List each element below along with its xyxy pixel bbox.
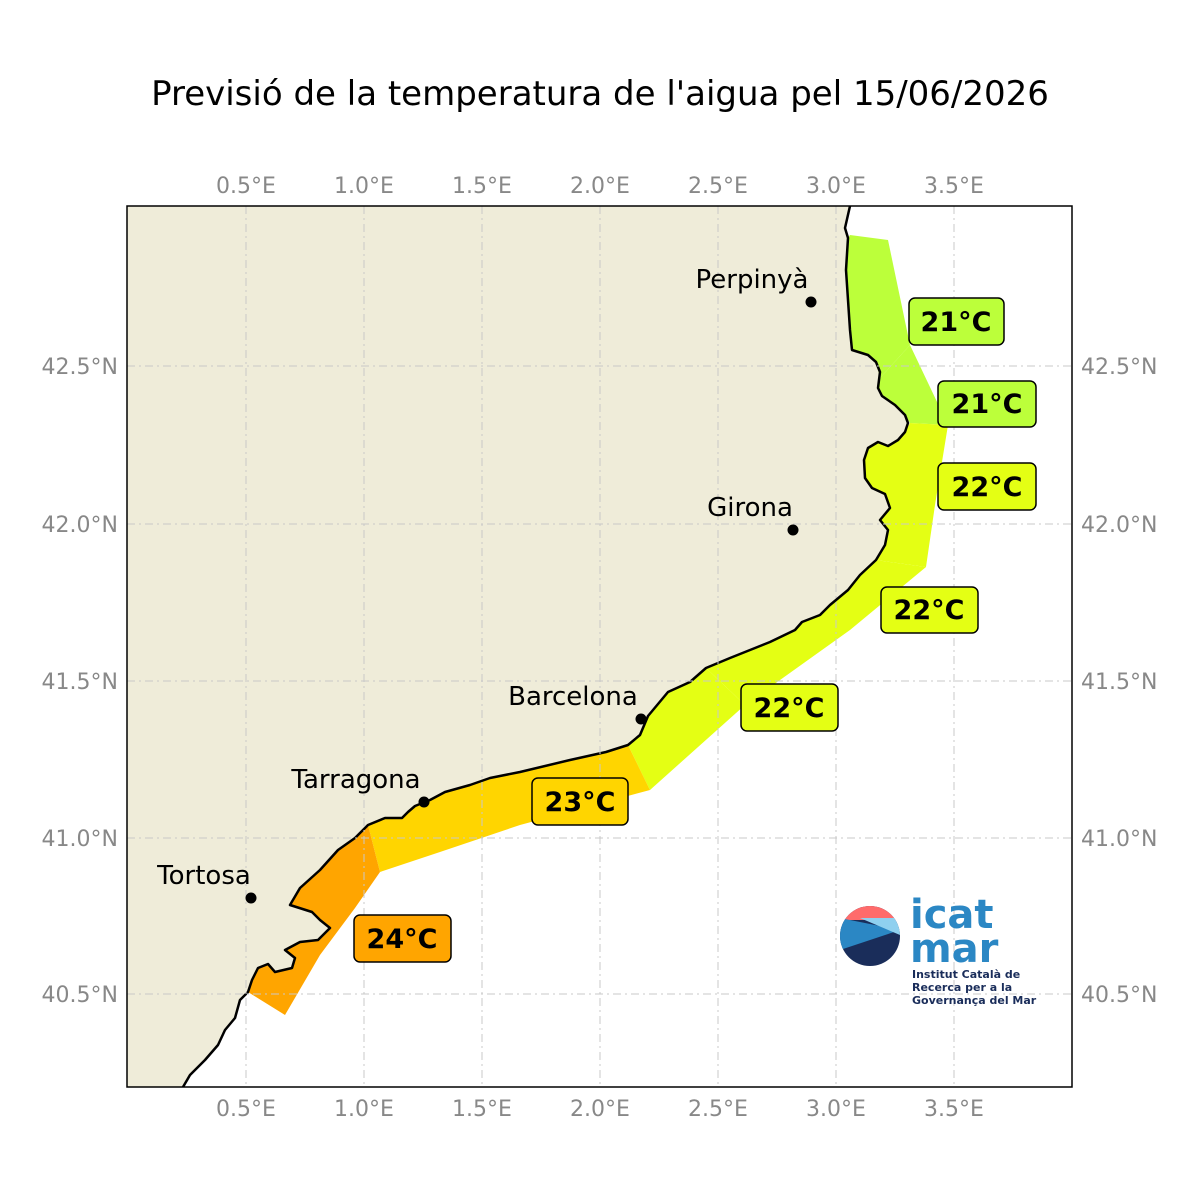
temp-value: 22°C — [754, 693, 825, 724]
bottom-tick-2: 1.5°E — [452, 1097, 512, 1122]
right-tick-0: 42.5°N — [1081, 355, 1157, 380]
top-tick-4: 2.5°E — [688, 174, 748, 199]
temp-label-zone3: 22°C — [937, 462, 1037, 511]
zone-23c — [368, 745, 650, 872]
bottom-tick-4: 2.5°E — [688, 1097, 748, 1122]
top-tick-5: 3.0°E — [806, 174, 866, 199]
left-tick-1: 42.0°N — [42, 513, 118, 538]
bottom-tick-5: 3.0°E — [806, 1097, 866, 1122]
city-label: Tortosa — [156, 861, 251, 891]
zone-22c-north — [864, 423, 948, 567]
bottom-tick-3: 2.0°E — [570, 1097, 630, 1122]
temp-label-zone6: 23°C — [531, 777, 629, 826]
logo-circle-icon — [840, 906, 900, 966]
temp-value: 23°C — [545, 787, 616, 818]
city-marker — [418, 796, 430, 808]
left-tick-0: 42.5°N — [42, 355, 118, 380]
top-tick-1: 1.0°E — [334, 174, 394, 199]
temp-label-zone7: 24°C — [353, 914, 452, 963]
icatmar-logo: icat mar Institut Català de Recerca per … — [840, 892, 1037, 1007]
left-tick-2: 41.5°N — [42, 670, 118, 695]
zone-22c-south — [628, 668, 745, 790]
city-tortosa: Tortosa — [156, 861, 257, 904]
right-tick-2: 41.5°N — [1081, 670, 1157, 695]
logo-line1: icat — [910, 892, 994, 938]
temp-value: 22°C — [894, 595, 965, 626]
temp-label-zone2: 21°C — [937, 380, 1037, 428]
city-label: Girona — [707, 493, 793, 523]
bottom-tick-1: 1.0°E — [334, 1097, 394, 1122]
right-tick-3: 41.0°N — [1081, 827, 1157, 852]
logo-sub3: Governança del Mar — [912, 994, 1037, 1007]
logo-sub2: Recerca per a la — [912, 981, 1012, 994]
temp-label-zone5: 22°C — [740, 683, 839, 732]
left-tick-3: 41.0°N — [42, 827, 118, 852]
city-label: Perpinyà — [696, 265, 809, 295]
temp-label-zone4: 22°C — [880, 586, 979, 634]
city-girona: Girona — [707, 493, 799, 536]
top-tick-0: 0.5°E — [216, 174, 276, 199]
top-tick-6: 3.5°E — [924, 174, 984, 199]
top-tick-3: 2.0°E — [570, 174, 630, 199]
gridlines — [127, 206, 1072, 1087]
temp-value: 22°C — [952, 472, 1023, 503]
city-marker — [805, 296, 817, 308]
city-label: Barcelona — [508, 682, 638, 712]
top-tick-2: 1.5°E — [452, 174, 512, 199]
city-marker — [787, 524, 799, 536]
bottom-tick-6: 3.5°E — [924, 1097, 984, 1122]
temp-label-zone1: 21°C — [908, 297, 1005, 346]
zone-22c-middle — [706, 560, 926, 705]
top-lon-ticks: 0.5°E 1.0°E 1.5°E 2.0°E 2.5°E 3.0°E 3.5°… — [216, 174, 984, 199]
city-perpinya: Perpinyà — [696, 265, 817, 308]
city-marker — [245, 892, 257, 904]
logo-sub1: Institut Català de — [912, 968, 1020, 981]
right-tick-1: 42.0°N — [1081, 513, 1157, 538]
temp-value: 24°C — [367, 924, 438, 955]
map-frame — [126, 205, 1073, 1088]
bottom-tick-0: 0.5°E — [216, 1097, 276, 1122]
bottom-lon-ticks: 0.5°E 1.0°E 1.5°E 2.0°E 2.5°E 3.0°E 3.5°… — [216, 1097, 984, 1122]
temp-value: 21°C — [952, 389, 1023, 420]
city-marker — [635, 713, 647, 725]
city-tarragona: Tarragona — [290, 765, 430, 808]
left-lat-ticks: 42.5°N 42.0°N 41.5°N 41.0°N 40.5°N — [42, 355, 118, 1008]
temp-value: 21°C — [921, 307, 992, 338]
map-title: Previsió de la temperatura de l'aigua pe… — [151, 74, 1049, 114]
city-barcelona: Barcelona — [508, 682, 647, 725]
logo-line2: mar — [910, 926, 999, 972]
coastline — [181, 206, 910, 1087]
right-tick-4: 40.5°N — [1081, 983, 1157, 1008]
left-tick-4: 40.5°N — [42, 983, 118, 1008]
zone-21c-north — [846, 235, 910, 378]
right-lat-ticks: 42.5°N 42.0°N 41.5°N 41.0°N 40.5°N — [1081, 355, 1157, 1008]
city-label: Tarragona — [290, 765, 420, 795]
zone-24c — [248, 825, 380, 1015]
